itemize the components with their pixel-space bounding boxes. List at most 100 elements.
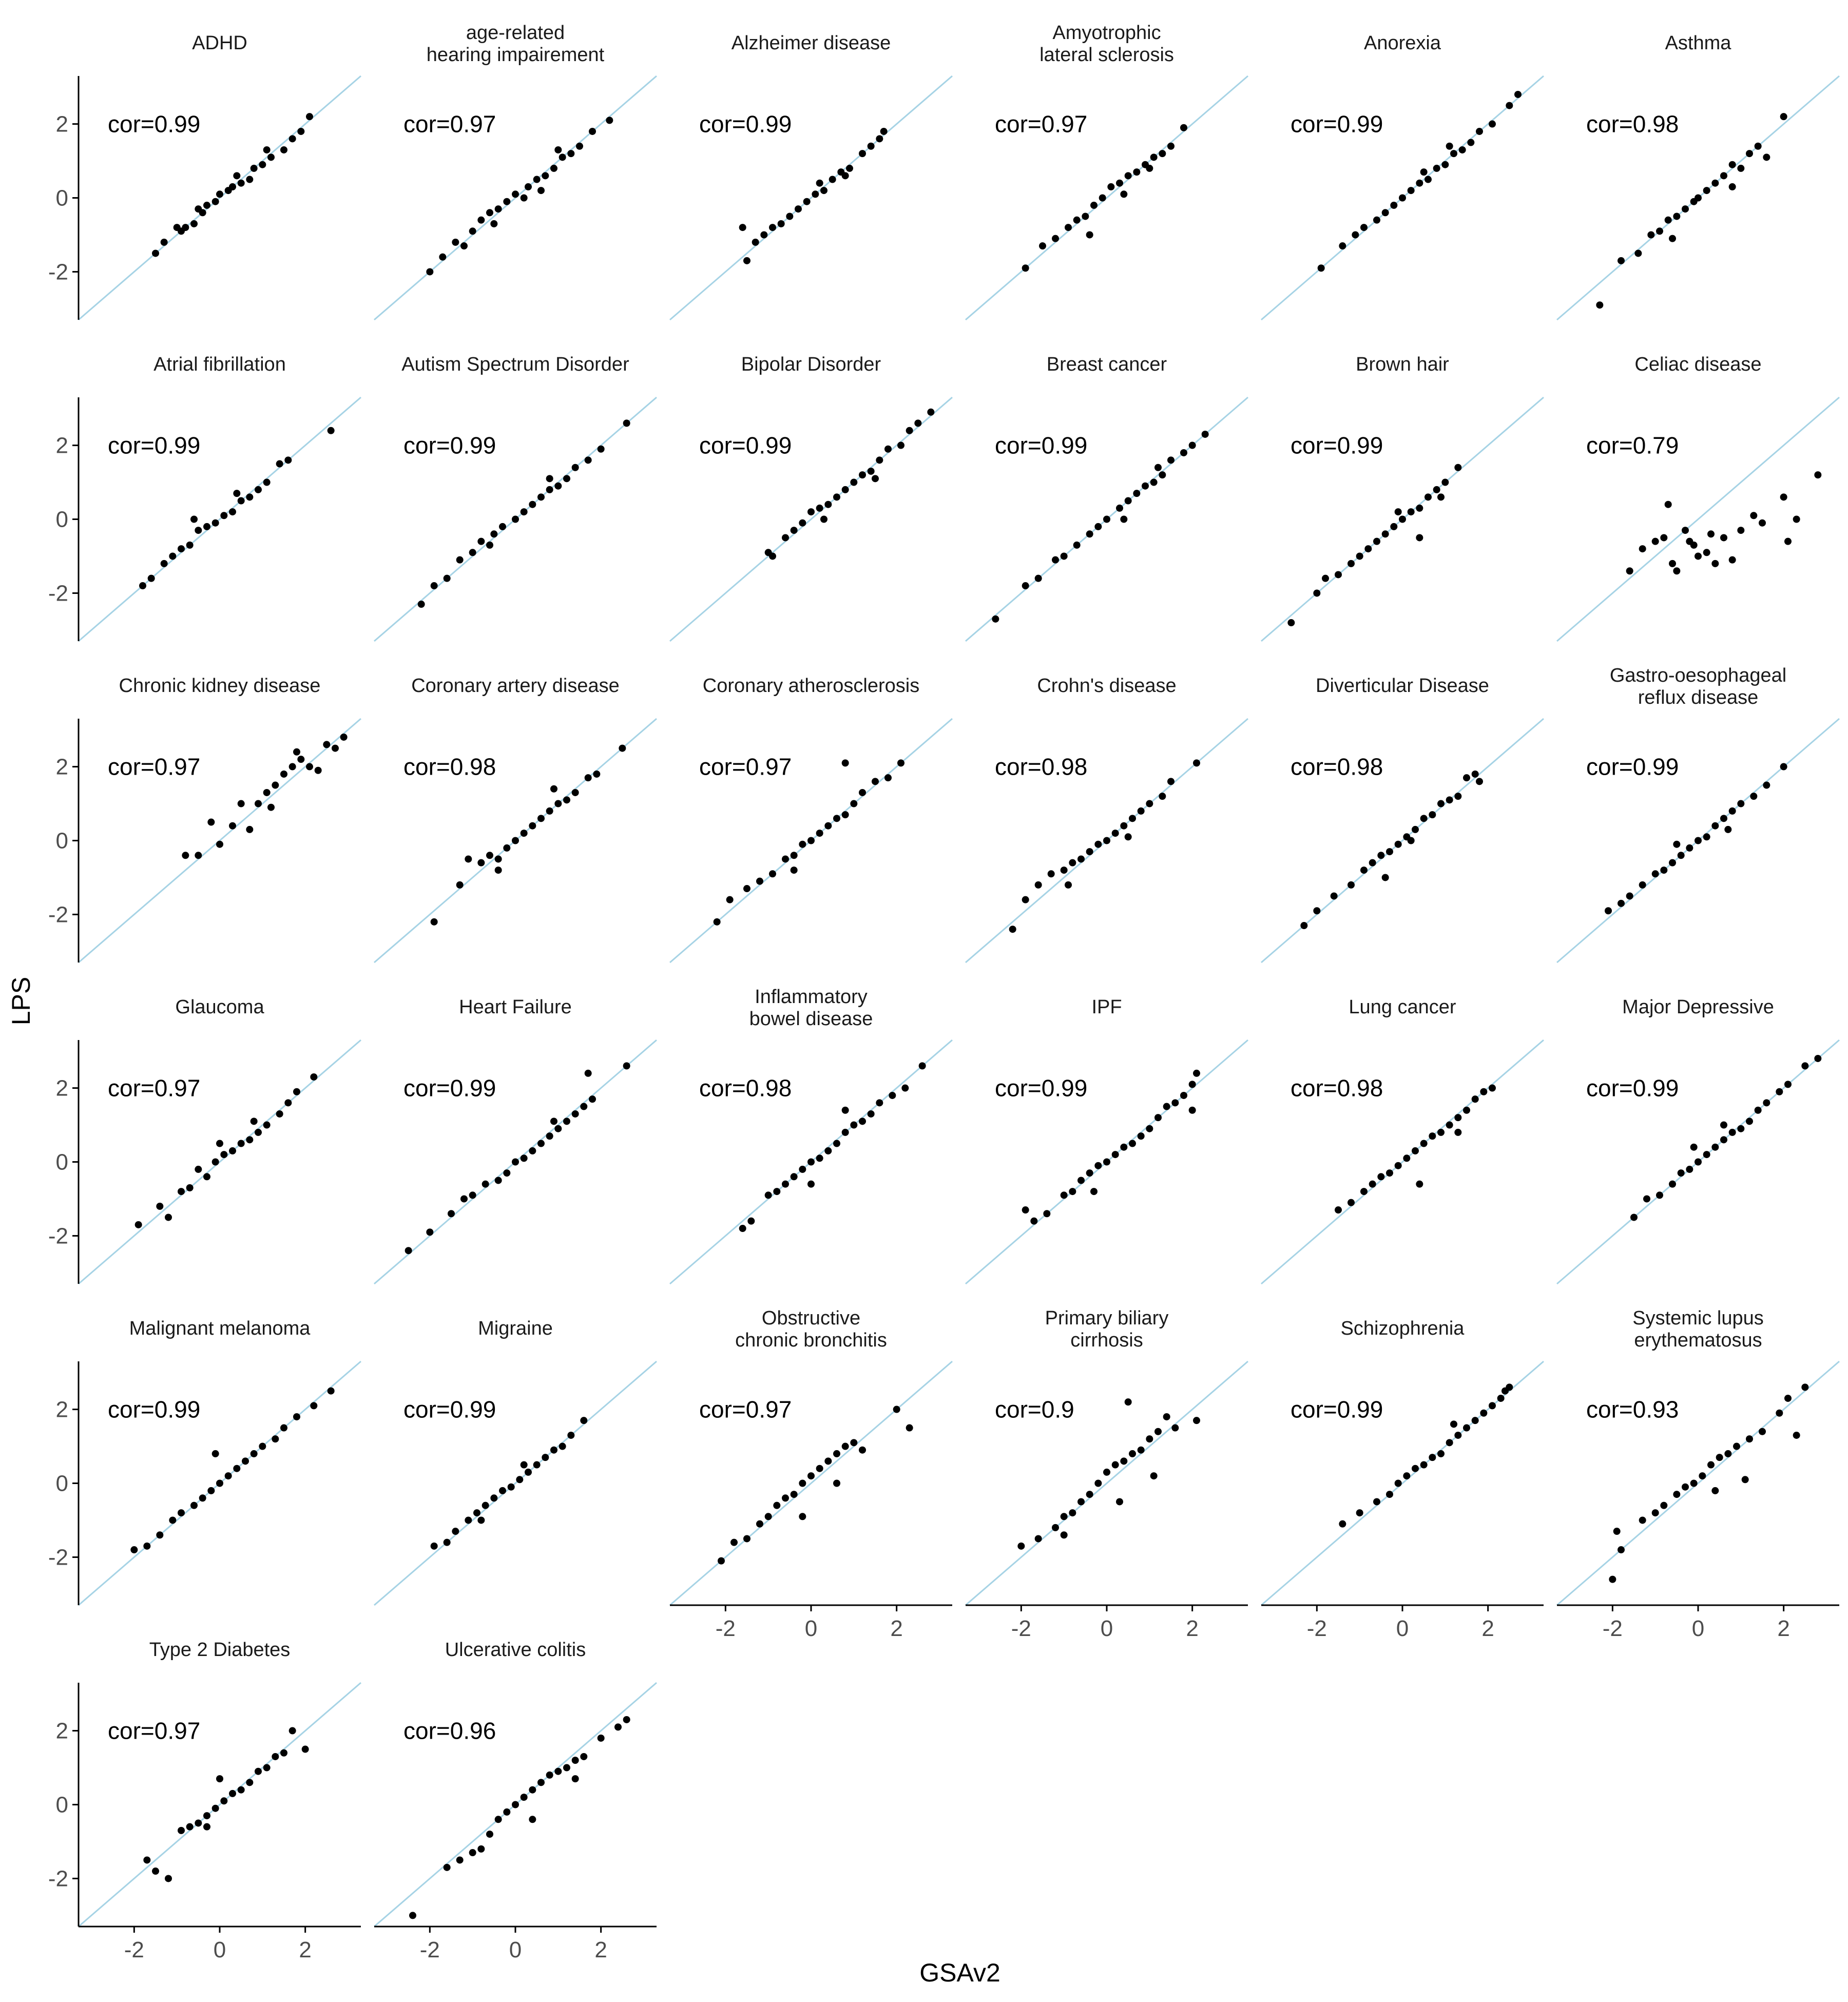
data-point	[525, 183, 532, 190]
data-point	[567, 150, 575, 158]
data-point	[799, 519, 806, 527]
panel-title: Gastro-oesophageal reflux disease	[1610, 665, 1786, 708]
data-point	[1159, 150, 1166, 158]
reference-line	[669, 1360, 953, 1606]
data-point	[1060, 552, 1068, 560]
data-point	[1103, 837, 1110, 844]
data-point	[816, 1154, 823, 1162]
data-point	[597, 445, 605, 453]
data-point	[494, 855, 502, 863]
panel-title: Amyotrophic lateral sclerosis	[1040, 22, 1174, 66]
data-point	[829, 176, 836, 183]
data-point	[1746, 1118, 1753, 1125]
data-point	[152, 1868, 159, 1875]
data-point	[1446, 1439, 1453, 1447]
data-point	[280, 146, 287, 153]
x-tick-label: 0	[1101, 1616, 1113, 1641]
data-point	[1480, 1088, 1488, 1095]
panel-title: Crohn's disease	[1037, 675, 1176, 697]
data-point	[584, 456, 592, 464]
data-point	[1116, 1498, 1123, 1506]
data-point	[606, 117, 613, 124]
data-point	[542, 172, 549, 180]
data-point	[554, 482, 562, 490]
data-point	[165, 1875, 172, 1882]
facet-panel: Primary biliary cirrhosis cor=0.9 -2 0 2	[965, 1307, 1248, 1641]
panel-title: Major Depressive	[1622, 996, 1774, 1018]
data-point	[1369, 859, 1376, 867]
data-point	[1429, 1132, 1436, 1140]
data-point	[859, 150, 866, 158]
data-point	[211, 1804, 219, 1812]
data-point	[537, 187, 545, 195]
data-point	[1335, 571, 1342, 579]
data-point	[1467, 139, 1475, 146]
facet-panel: Malignant melanoma cor=0.99 -2 0 2	[48, 1318, 361, 1606]
data-point	[807, 837, 815, 844]
data-point	[1746, 1435, 1753, 1443]
data-point	[306, 763, 313, 771]
data-point	[314, 766, 322, 774]
data-point	[1446, 1121, 1453, 1129]
data-point	[769, 552, 776, 560]
x-tick-label: 0	[214, 1937, 226, 1962]
facet-panel: Brown hair cor=0.99	[1261, 354, 1544, 642]
data-point	[233, 172, 241, 180]
data-point	[1737, 1125, 1745, 1132]
data-point	[310, 1073, 318, 1081]
facet-panel: Coronary artery disease cor=0.98	[374, 675, 657, 964]
data-point	[1463, 1424, 1470, 1432]
data-point	[1476, 778, 1483, 785]
facet-panel: Chronic kidney disease cor=0.97 -2 0 2	[48, 675, 361, 964]
data-point	[430, 582, 438, 590]
data-point	[1424, 176, 1432, 183]
data-point	[246, 1136, 254, 1144]
panel-title: age-related hearing impairement	[427, 22, 605, 66]
data-point	[1450, 150, 1457, 158]
data-point	[816, 179, 823, 187]
data-point	[1686, 537, 1693, 545]
data-point	[229, 822, 236, 830]
data-point	[448, 1210, 455, 1218]
data-point	[452, 238, 459, 246]
data-point	[1471, 1095, 1479, 1103]
data-point	[229, 508, 236, 516]
data-point	[1759, 519, 1766, 527]
data-point	[246, 176, 254, 183]
data-point	[246, 825, 254, 833]
data-point	[550, 785, 557, 793]
data-point	[477, 216, 485, 224]
data-point	[1137, 807, 1145, 815]
data-point	[1437, 493, 1445, 501]
data-point	[477, 537, 485, 545]
data-point	[1390, 523, 1398, 530]
data-point	[1394, 840, 1402, 848]
correlation-label: cor=0.97	[108, 754, 200, 780]
data-point	[276, 1110, 283, 1118]
data-point	[739, 224, 746, 232]
reference-line	[374, 75, 657, 321]
data-point	[1605, 907, 1612, 915]
data-point	[580, 1753, 588, 1760]
data-point	[546, 475, 553, 483]
data-point	[1784, 1394, 1792, 1402]
data-point	[443, 1538, 451, 1546]
data-point	[1193, 1417, 1200, 1424]
data-point	[417, 601, 425, 608]
data-point	[443, 1863, 451, 1871]
data-point	[1746, 150, 1753, 158]
data-point	[537, 493, 545, 501]
correlation-label: cor=0.99	[403, 1075, 496, 1102]
panel-title: Lung cancer	[1349, 996, 1456, 1018]
data-point	[452, 1528, 459, 1535]
data-point	[310, 1402, 318, 1410]
data-point	[255, 1767, 262, 1775]
data-point	[1776, 1088, 1783, 1095]
data-point	[1403, 1154, 1411, 1162]
data-point	[1154, 464, 1162, 471]
data-point	[263, 1764, 271, 1772]
data-point	[1348, 560, 1355, 567]
correlation-label: cor=0.93	[1586, 1396, 1679, 1423]
data-point	[841, 759, 849, 767]
